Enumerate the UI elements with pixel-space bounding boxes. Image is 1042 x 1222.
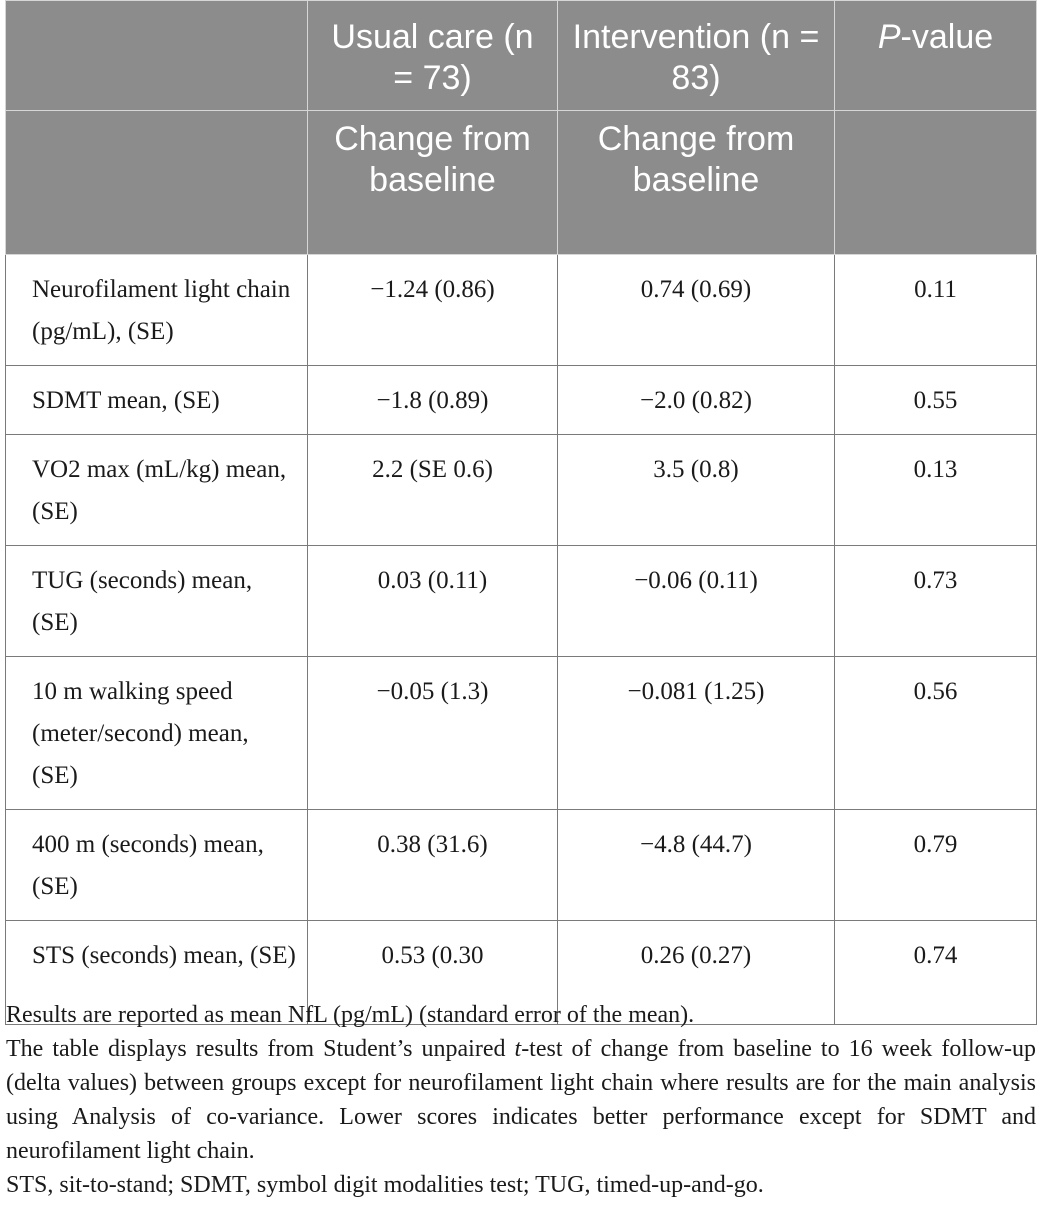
measure-cell: Neurofilament light chain (pg/mL), (SE) bbox=[5, 254, 308, 366]
results-table: Usual care (n = 73) Intervention (n = 83… bbox=[5, 0, 1037, 1025]
measure-cell: SDMT mean, (SE) bbox=[5, 365, 308, 435]
table-row: STS (seconds) mean, (SE) 0.53 (0.30 0.26… bbox=[5, 920, 1037, 1025]
measure-cell: VO2 max (mL/kg) mean, (SE) bbox=[5, 434, 308, 546]
usual-care-cell: 0.38 (31.6) bbox=[307, 809, 558, 921]
subheader-usual-care-change: Change from baseline bbox=[307, 110, 558, 255]
table-row: 400 m (seconds) mean, (SE) 0.38 (31.6) −… bbox=[5, 809, 1037, 921]
footnote-results-reporting: Results are reported as mean NfL (pg/mL)… bbox=[6, 1002, 695, 1028]
measure-cell: 400 m (seconds) mean, (SE) bbox=[5, 809, 308, 921]
footnote-abbreviations: STS, sit-to-stand; SDMT, symbol digit mo… bbox=[6, 1172, 764, 1198]
header-intervention: Intervention (n = 83) bbox=[557, 0, 835, 111]
measure-cell: 10 m walking speed (meter/second) mean, … bbox=[5, 656, 308, 810]
table-row: VO2 max (mL/kg) mean, (SE) 2.2 (SE 0.6) … bbox=[5, 434, 1037, 546]
footnote-method-end: -test of change from baseline to 16 week… bbox=[6, 1036, 1036, 1164]
header-usual-care: Usual care (n = 73) bbox=[307, 0, 558, 111]
intervention-cell: −0.081 (1.25) bbox=[557, 656, 835, 810]
header-p-suffix: -value bbox=[900, 18, 994, 56]
usual-care-cell: 0.53 (0.30 bbox=[307, 920, 558, 1025]
p-value-cell: 0.73 bbox=[834, 545, 1037, 657]
header-row-groups: Usual care (n = 73) Intervention (n = 83… bbox=[5, 0, 1037, 111]
p-value-cell: 0.55 bbox=[834, 365, 1037, 435]
subheader-p-value-empty bbox=[834, 110, 1037, 255]
p-value-cell: 0.11 bbox=[834, 254, 1037, 366]
p-value-cell: 0.74 bbox=[834, 920, 1037, 1025]
table-row: Neurofilament light chain (pg/mL), (SE) … bbox=[5, 254, 1037, 366]
table-row: SDMT mean, (SE) −1.8 (0.89) −2.0 (0.82) … bbox=[5, 365, 1037, 435]
table-header: Usual care (n = 73) Intervention (n = 83… bbox=[5, 0, 1037, 255]
usual-care-cell: −0.05 (1.3) bbox=[307, 656, 558, 810]
footnote-t-italic: t bbox=[514, 1036, 522, 1062]
p-value-cell: 0.56 bbox=[834, 656, 1037, 810]
usual-care-cell: −1.8 (0.89) bbox=[307, 365, 558, 435]
table-row: TUG (seconds) mean, (SE) 0.03 (0.11) −0.… bbox=[5, 545, 1037, 657]
table-body: Neurofilament light chain (pg/mL), (SE) … bbox=[5, 254, 1037, 1025]
intervention-cell: −0.06 (0.11) bbox=[557, 545, 835, 657]
results-table-container: Usual care (n = 73) Intervention (n = 83… bbox=[5, 0, 1037, 1025]
subheader-intervention-change: Change from baseline bbox=[557, 110, 835, 255]
intervention-cell: 0.26 (0.27) bbox=[557, 920, 835, 1025]
intervention-cell: −4.8 (44.7) bbox=[557, 809, 835, 921]
table-row: 10 m walking speed (meter/second) mean, … bbox=[5, 656, 1037, 810]
usual-care-cell: −1.24 (0.86) bbox=[307, 254, 558, 366]
footnote-method-start: The table displays results from Student’… bbox=[6, 1036, 515, 1062]
header-p-italic: P bbox=[877, 18, 901, 56]
usual-care-cell: 2.2 (SE 0.6) bbox=[307, 434, 558, 546]
measure-cell: STS (seconds) mean, (SE) bbox=[5, 920, 308, 1025]
header-row-subheadings: Change from baseline Change from baselin… bbox=[5, 110, 1037, 255]
intervention-cell: −2.0 (0.82) bbox=[557, 365, 835, 435]
footnote-method: The table displays results from Student’… bbox=[6, 1032, 1036, 1168]
p-value-cell: 0.79 bbox=[834, 809, 1037, 921]
header-empty-cell bbox=[5, 0, 308, 111]
intervention-cell: 3.5 (0.8) bbox=[557, 434, 835, 546]
subheader-empty-cell bbox=[5, 110, 308, 255]
p-value-cell: 0.13 bbox=[834, 434, 1037, 546]
header-p-value: P-value bbox=[834, 0, 1037, 111]
intervention-cell: 0.74 (0.69) bbox=[557, 254, 835, 366]
table-footnotes: Results are reported as mean NfL (pg/mL)… bbox=[6, 998, 1036, 1202]
measure-cell: TUG (seconds) mean, (SE) bbox=[5, 545, 308, 657]
usual-care-cell: 0.03 (0.11) bbox=[307, 545, 558, 657]
